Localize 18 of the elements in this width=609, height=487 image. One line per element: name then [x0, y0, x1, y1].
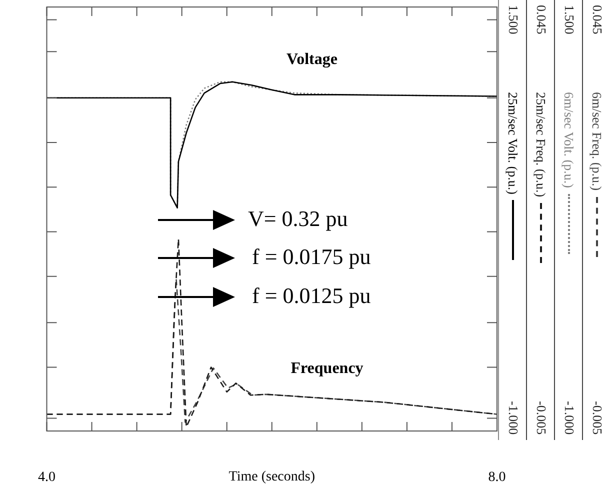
x-tick-label: 4.0	[38, 470, 56, 486]
annotation: f = 0.0125 pu	[252, 282, 371, 308]
annotation: f = 0.0175 pu	[252, 244, 371, 269]
text: -0.005	[590, 401, 605, 435]
annotation: V= 0.32 pu	[248, 206, 348, 231]
y2-tick-label: 0.045	[533, 5, 549, 34]
text: 6m/sec Freq. (p.u.)	[588, 92, 604, 191]
text: 1.500	[562, 5, 577, 34]
text: 25m/sec Freq. (p.u.)	[532, 92, 548, 198]
text: 6m/sec Volt. (p.u.)	[560, 92, 576, 188]
annotation: Frequency	[290, 360, 364, 378]
y2-tick-label: -0.005	[533, 401, 549, 435]
x-axis-title: Time (seconds)	[228, 470, 316, 485]
x-tick-label: 8.0	[488, 470, 506, 486]
text: 0.045	[590, 5, 605, 34]
text: 25m/sec Volt. (p.u.)	[504, 92, 520, 194]
text: -1.000	[562, 401, 577, 435]
annotation: Voltage	[286, 51, 338, 68]
